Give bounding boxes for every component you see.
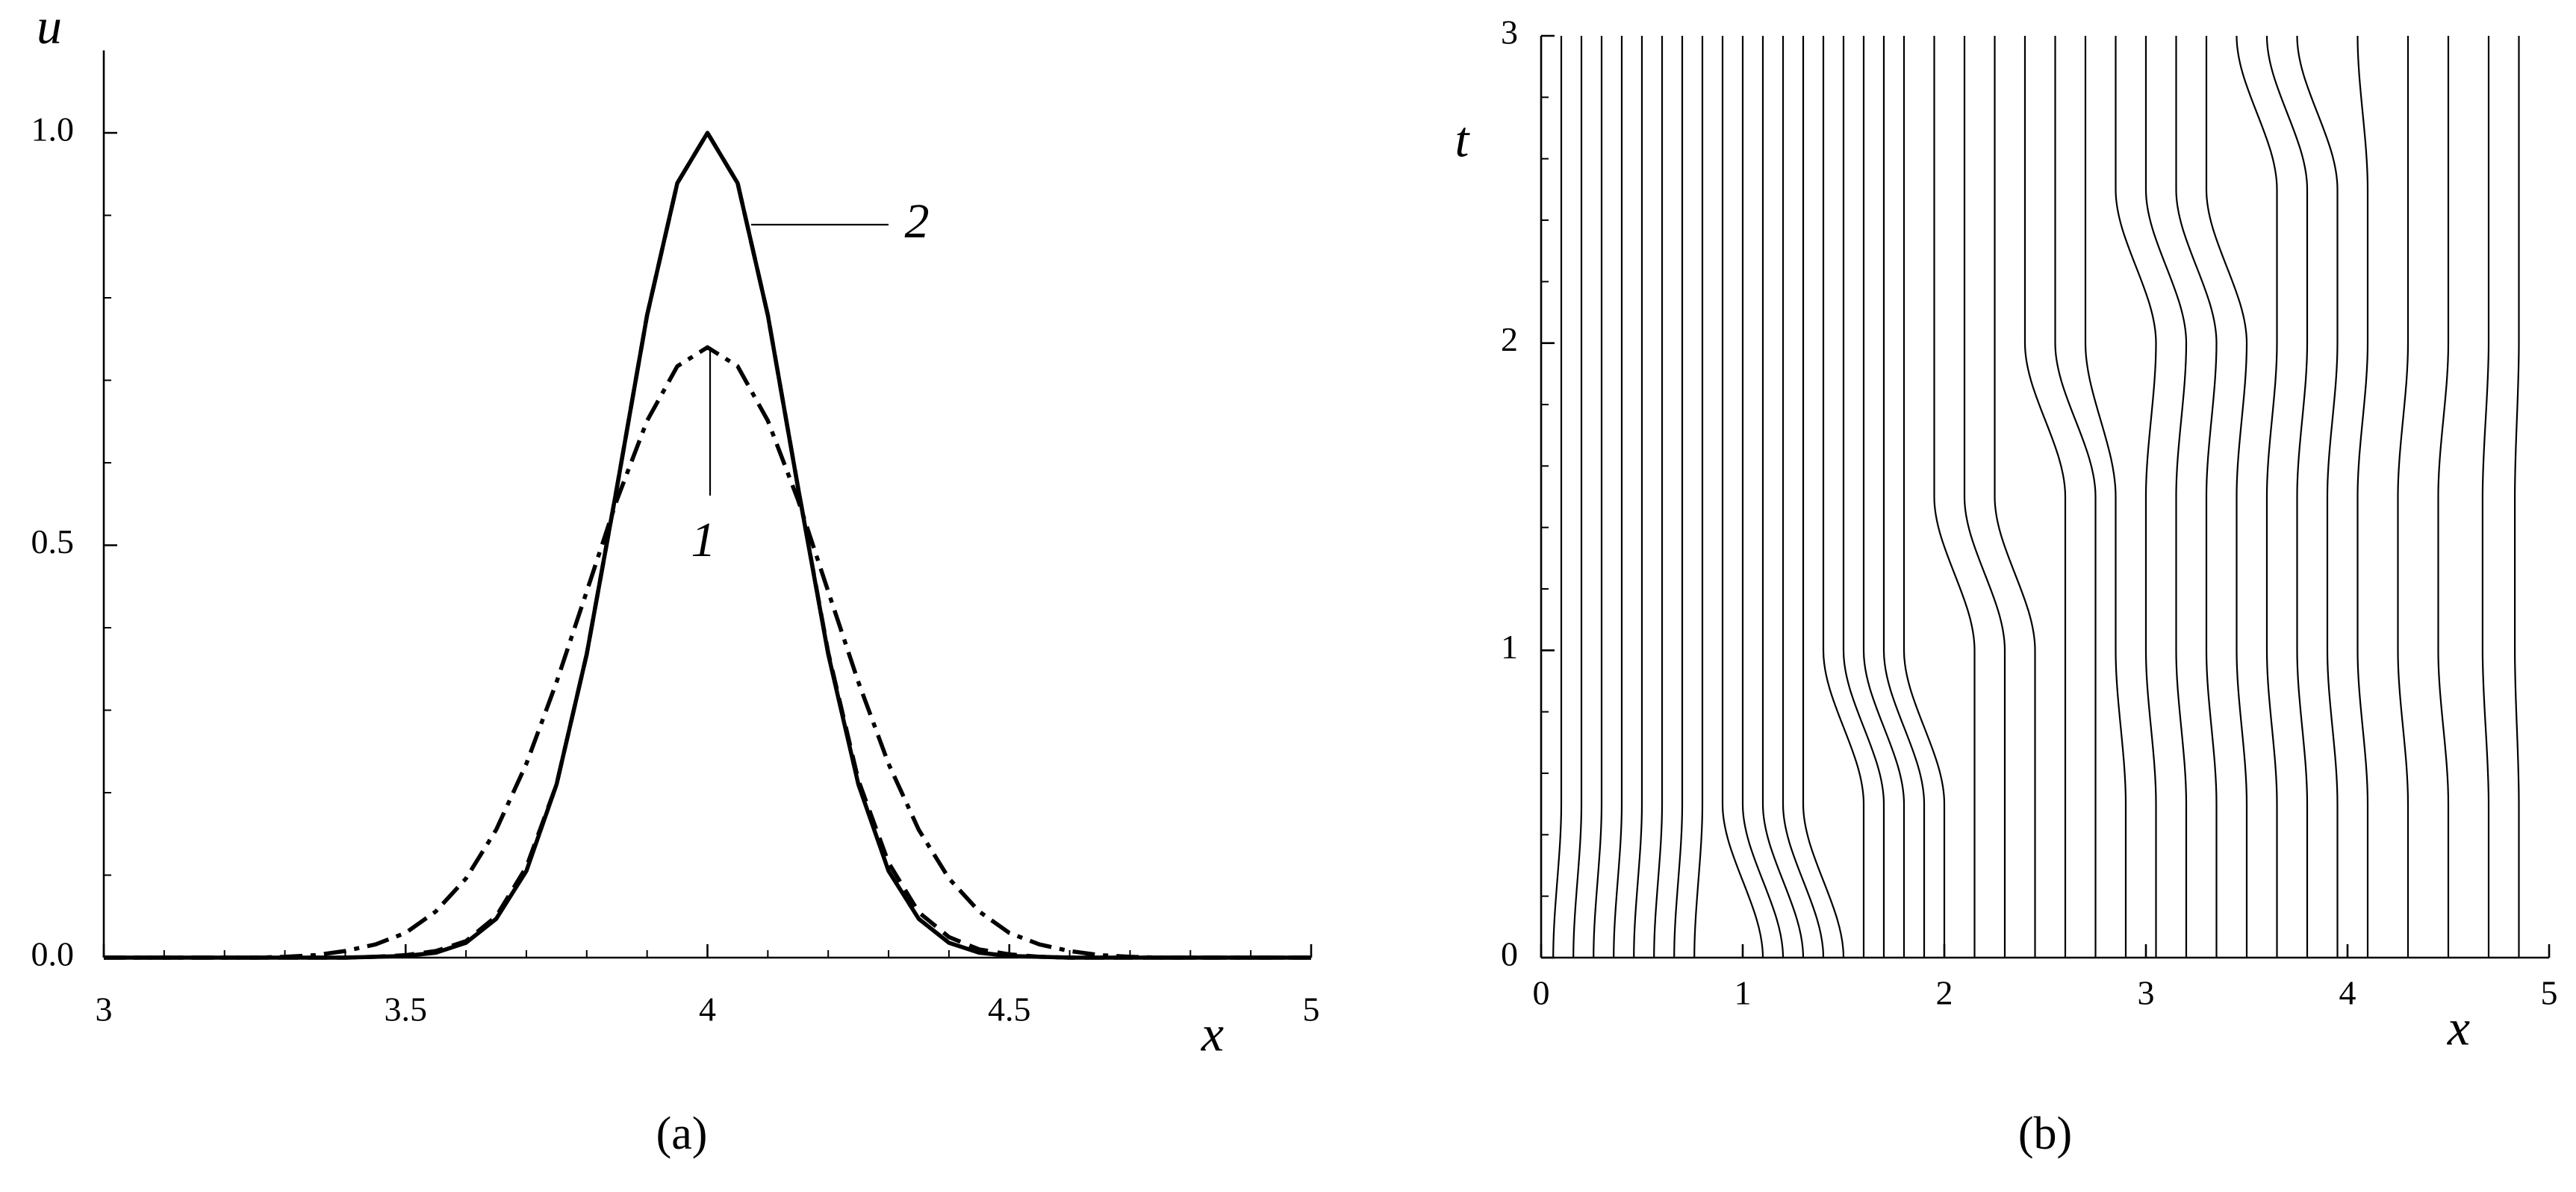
x-tick-label: 3	[2138, 974, 2155, 1012]
trajectory	[1633, 36, 1643, 958]
x-tick-label: 2	[1936, 974, 1953, 1012]
x-axis-label: x	[1201, 1005, 1224, 1062]
trajectory	[1593, 36, 1603, 958]
y-axis-label: u	[37, 0, 62, 54]
trajectory	[2023, 36, 2067, 958]
trajectory	[1903, 36, 1946, 958]
trajectory	[2296, 35, 2339, 958]
x-tick-label: 3	[96, 990, 113, 1029]
trajectory	[2265, 35, 2309, 958]
y-axis-label: t	[1455, 111, 1471, 168]
trajectory	[2356, 35, 2369, 958]
panel-label: (b)	[2018, 1108, 2072, 1159]
x-axis-label: x	[2447, 999, 2470, 1056]
x-tick-label: 0	[1533, 974, 1550, 1012]
trajectory	[2115, 36, 2157, 958]
trajectory	[1963, 36, 2006, 958]
trajectory	[1822, 36, 1865, 958]
trajectory	[2144, 36, 2188, 958]
annotation: 2	[905, 194, 930, 249]
trajectory	[1933, 36, 1976, 958]
trajectory	[1653, 36, 1664, 958]
y-tick-label: 1	[1501, 628, 1518, 666]
trajectory	[1693, 36, 1704, 958]
y-tick-label: 1.0	[31, 110, 75, 149]
y-tick-label: 0	[1501, 935, 1518, 973]
trajectory	[1552, 36, 1563, 958]
x-tick-label: 3.5	[385, 990, 428, 1029]
trajectory	[2054, 36, 2097, 958]
trajectory	[1572, 36, 1583, 958]
trajectory	[2236, 35, 2278, 958]
trajectory	[2084, 36, 2127, 958]
curve-dashdot	[104, 345, 1311, 960]
trajectory	[2513, 36, 2520, 958]
x-tick-label: 5	[1303, 990, 1320, 1029]
trajectory	[2205, 36, 2248, 958]
annotation: 1	[691, 513, 716, 567]
panel-label: (a)	[656, 1108, 708, 1159]
curve-solid	[104, 131, 1311, 960]
trajectory	[1673, 36, 1684, 958]
trajectory	[1613, 36, 1623, 958]
y-tick-label: 0.0	[31, 935, 75, 973]
trajectory	[2175, 36, 2218, 958]
trajectory	[1761, 36, 1805, 958]
trajectory	[1994, 36, 2036, 958]
trajectory	[1741, 36, 1785, 958]
trajectory	[2481, 36, 2490, 958]
y-tick-label: 2	[1501, 320, 1518, 358]
x-tick-label: 5	[2541, 974, 2558, 1012]
x-tick-label: 1	[1735, 974, 1752, 1012]
trajectory	[1802, 36, 1845, 958]
trajectory	[1862, 36, 1905, 958]
trajectory	[1882, 35, 1926, 958]
trajectory	[2397, 36, 2409, 958]
x-tick-label: 4	[699, 990, 716, 1029]
y-tick-label: 0.5	[31, 522, 75, 561]
trajectory	[1842, 36, 1885, 958]
trajectory	[2437, 36, 2450, 958]
x-tick-label: 4.5	[988, 990, 1031, 1029]
trajectory	[1721, 36, 1764, 958]
y-tick-label: 3	[1501, 13, 1518, 52]
trajectory	[1782, 36, 1825, 958]
x-tick-label: 4	[2339, 974, 2356, 1012]
